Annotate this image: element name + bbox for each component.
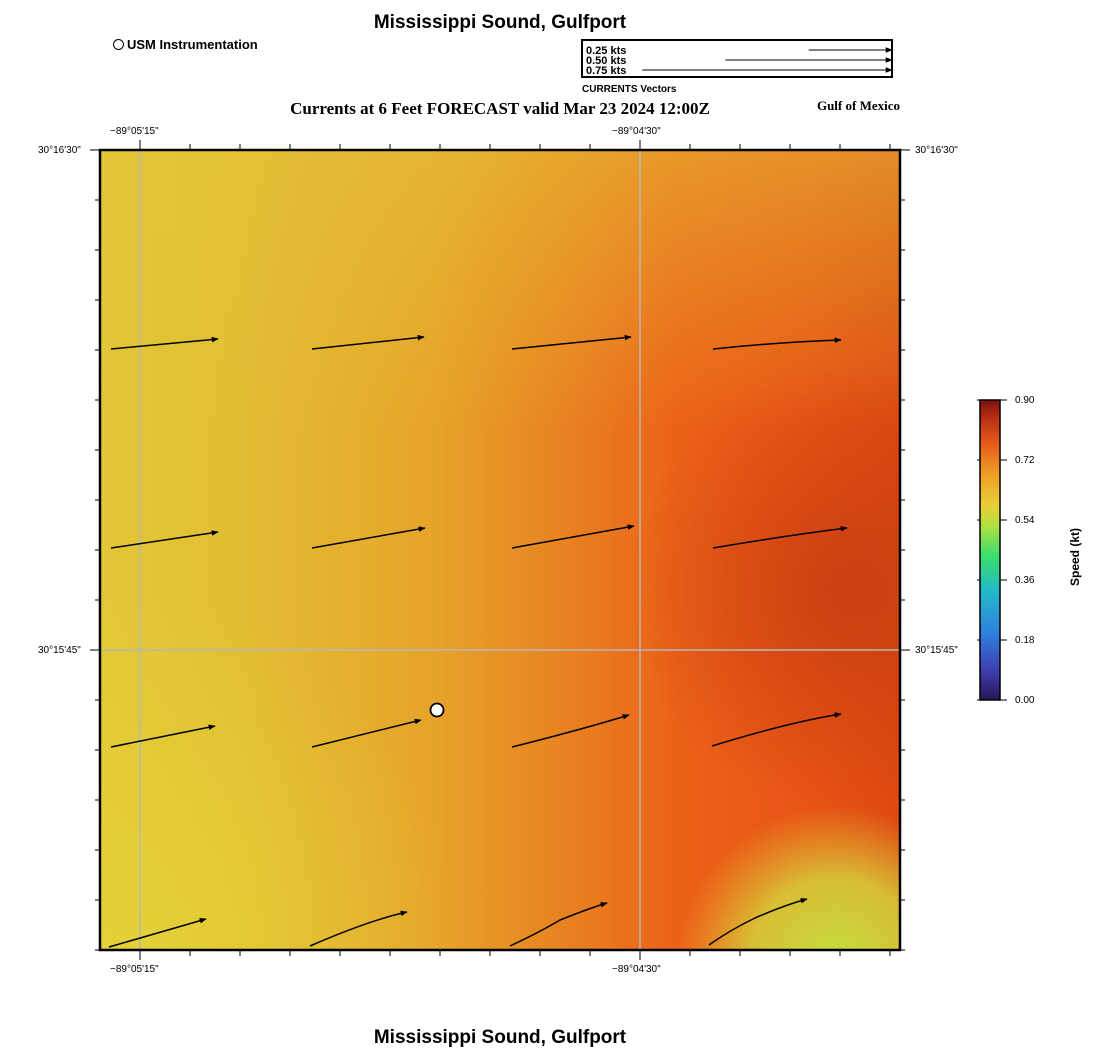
- current-vector: [712, 525, 848, 549]
- colorbar-ticks: [977, 399, 1007, 701]
- current-vector: [110, 724, 216, 748]
- region-label: Gulf of Mexico: [816, 98, 900, 113]
- colorbar-title: Speed (kt): [1068, 528, 1082, 587]
- colorbar-label: 0.72: [1015, 455, 1035, 466]
- current-vector: [712, 337, 842, 350]
- current-vector: [110, 530, 219, 549]
- station-marker-icon: [113, 39, 124, 50]
- usm-station-marker[interactable]: [429, 702, 445, 718]
- current-vector: [511, 714, 630, 748]
- lon-label-top-2: −89°04'30": [612, 126, 661, 137]
- current-vectors: [108, 334, 848, 948]
- current-vector: [309, 910, 408, 947]
- vector-key-arrows: [642, 47, 893, 73]
- lon-label-bottom-1: −89°05'15": [110, 964, 159, 975]
- frame-ticks: [90, 140, 910, 960]
- lat-label-right-1: 30°16'30": [915, 145, 958, 156]
- current-vector: [108, 918, 207, 948]
- vector-key-caption: CURRENTS Vectors: [582, 84, 677, 95]
- lon-label-top-1: −89°05'15": [110, 126, 159, 137]
- graticule: [100, 150, 900, 950]
- map-title: Mississippi Sound, Gulfport: [373, 12, 627, 33]
- vector-key-label-1: 0.25 kts: [586, 45, 627, 57]
- current-vector: [708, 897, 808, 946]
- current-vector: [511, 334, 632, 350]
- colorbar: [979, 399, 1001, 701]
- colorbar-label: 0.18: [1015, 635, 1035, 646]
- lat-label-right-2: 30°15'45": [915, 645, 958, 656]
- lat-label-left-1: 30°16'30": [38, 145, 81, 156]
- current-vector: [511, 524, 635, 549]
- colorbar-label: 0.00: [1015, 695, 1035, 706]
- station-legend-label: USM Instrumentation: [127, 37, 258, 52]
- station-legend: USM Instrumentation: [113, 37, 258, 52]
- vector-key-label-2: 0.50 kts: [586, 55, 627, 67]
- colorbar-label: 0.36: [1015, 575, 1035, 586]
- current-vector: [110, 336, 219, 350]
- vector-key-label-3: 0.75 kts: [586, 65, 627, 77]
- current-vector: [711, 712, 842, 747]
- forecast-subtitle: Currents at 6 Feet FORECAST valid Mar 23…: [290, 99, 710, 118]
- current-vector: [509, 902, 608, 947]
- colorbar-label: 0.90: [1015, 395, 1035, 406]
- footer-title: Mississippi Sound, Gulfport: [373, 1027, 627, 1048]
- colorbar-label: 0.54: [1015, 515, 1035, 526]
- lat-label-left-2: 30°15'45": [38, 645, 81, 656]
- current-vector: [311, 334, 425, 350]
- lon-label-bottom-2: −89°04'30": [612, 964, 661, 975]
- current-vector: [311, 526, 426, 549]
- current-vector: [311, 718, 422, 748]
- speed-field: [100, 150, 900, 950]
